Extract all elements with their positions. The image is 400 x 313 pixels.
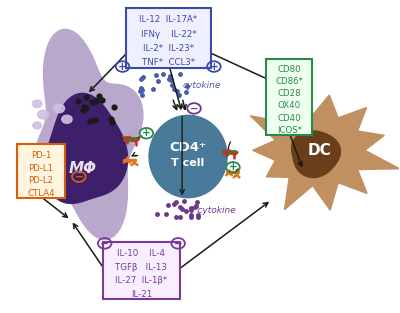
- Text: PD-L2: PD-L2: [28, 176, 54, 185]
- Text: CD86*: CD86*: [275, 77, 303, 86]
- Text: IL-10    IL-4: IL-10 IL-4: [118, 249, 166, 258]
- Circle shape: [32, 100, 42, 107]
- FancyBboxPatch shape: [17, 144, 65, 198]
- Text: PD-L1: PD-L1: [28, 163, 54, 172]
- FancyBboxPatch shape: [103, 242, 180, 299]
- Text: DC: DC: [307, 143, 331, 158]
- Polygon shape: [250, 95, 400, 210]
- Text: ICOS*: ICOS*: [277, 126, 302, 135]
- Text: +: +: [118, 62, 127, 72]
- FancyBboxPatch shape: [126, 8, 211, 68]
- Text: IL-27  IL-1β*: IL-27 IL-1β*: [115, 276, 168, 285]
- Text: CD40: CD40: [277, 114, 301, 123]
- Text: IL-12  IL-17A*: IL-12 IL-17A*: [139, 15, 198, 24]
- Text: PD-1: PD-1: [31, 151, 51, 160]
- Polygon shape: [34, 29, 143, 239]
- Text: T cell: T cell: [172, 158, 205, 168]
- Text: −: −: [74, 172, 83, 182]
- Text: TNF*  CCL3*: TNF* CCL3*: [142, 59, 195, 67]
- Text: cytokine: cytokine: [182, 81, 220, 90]
- Polygon shape: [292, 131, 340, 177]
- Text: +: +: [210, 62, 218, 72]
- Text: CD80: CD80: [277, 65, 301, 74]
- Text: MΦ: MΦ: [69, 162, 97, 177]
- Text: +: +: [228, 162, 237, 172]
- Polygon shape: [44, 93, 128, 203]
- Text: −: −: [174, 239, 182, 248]
- Text: * cytokine: * cytokine: [190, 206, 236, 215]
- Circle shape: [62, 115, 72, 123]
- Text: −: −: [100, 239, 109, 248]
- Text: −: −: [190, 103, 198, 113]
- Circle shape: [54, 104, 64, 113]
- Ellipse shape: [148, 115, 228, 198]
- Text: IL-21: IL-21: [131, 290, 152, 299]
- Circle shape: [38, 110, 49, 119]
- FancyBboxPatch shape: [266, 59, 312, 135]
- Text: IFNγ    IL-22*: IFNγ IL-22*: [141, 30, 196, 39]
- Text: OX40: OX40: [278, 101, 301, 110]
- Text: CD28: CD28: [277, 89, 301, 98]
- Text: TGFβ   IL-13: TGFβ IL-13: [116, 263, 167, 272]
- Circle shape: [33, 122, 42, 129]
- Text: CD4⁺: CD4⁺: [170, 141, 206, 154]
- Text: +: +: [142, 128, 151, 138]
- Text: IL-2*  IL-23*: IL-2* IL-23*: [143, 44, 194, 53]
- Text: CTLA4: CTLA4: [27, 189, 55, 198]
